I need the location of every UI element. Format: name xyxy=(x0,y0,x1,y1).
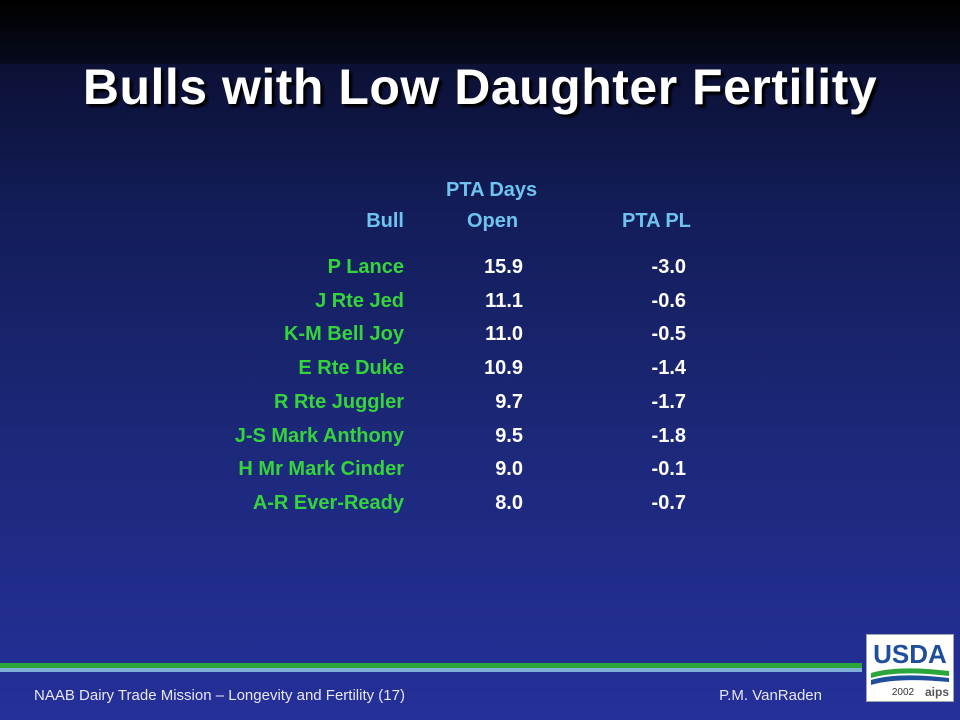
table-row: R Rte Juggler 9.7 -1.7 xyxy=(0,391,960,415)
bull-name: R Rte Juggler xyxy=(273,391,404,413)
table-row: P Lance 15.9 -3.0 xyxy=(0,256,960,280)
days-open-value: 9.7 xyxy=(495,391,523,413)
days-open-value: 11.0 xyxy=(485,323,523,345)
pta-pl-value: -1.4 xyxy=(651,357,686,379)
pta-pl-value: -1.7 xyxy=(651,391,686,413)
footer-presentation-info: NAAB Dairy Trade Mission – Longevity and… xyxy=(34,687,405,704)
table-row: J-S Mark Anthony 9.5 -1.8 xyxy=(0,425,960,449)
footer-divider-green xyxy=(0,663,862,668)
aips-mark: aips xyxy=(925,685,949,699)
header-pta-days: PTA Days xyxy=(446,179,538,201)
pta-pl-value: -0.1 xyxy=(651,458,686,480)
pta-pl-value: -3.0 xyxy=(651,256,686,278)
table-row: H Mr Mark Cinder 9.0 -0.1 xyxy=(0,458,960,482)
header-open: Open xyxy=(467,210,519,232)
bull-name: P Lance xyxy=(327,256,404,278)
footer-author: P.M. VanRaden xyxy=(719,687,822,704)
pta-pl-value: -0.7 xyxy=(651,492,686,514)
table-row: A-R Ever-Ready 8.0 -0.7 xyxy=(0,492,960,516)
days-open-value: 9.0 xyxy=(495,458,523,480)
bull-name: J-S Mark Anthony xyxy=(234,425,404,447)
table-row: E Rte Duke 10.9 -1.4 xyxy=(0,357,960,381)
header-bull: Bull xyxy=(366,210,404,232)
table-row: K-M Bell Joy 11.0 -0.5 xyxy=(0,323,960,347)
bull-name: J Rte Jed xyxy=(315,290,404,312)
days-open-value: 9.5 xyxy=(495,425,523,447)
table-row: J Rte Jed 11.1 -0.6 xyxy=(0,290,960,314)
days-open-value: 15.9 xyxy=(484,256,523,278)
pta-pl-value: -0.6 xyxy=(651,290,686,312)
top-band xyxy=(0,0,960,64)
days-open-value: 11.1 xyxy=(485,290,523,312)
bull-name: E Rte Duke xyxy=(298,357,404,379)
bull-name: K-M Bell Joy xyxy=(283,323,404,345)
bull-name: A-R Ever-Ready xyxy=(252,492,404,514)
pta-pl-value: -0.5 xyxy=(651,323,686,345)
footer-divider-blue xyxy=(0,668,862,672)
usda-logo-text: USDA xyxy=(873,639,947,669)
pta-pl-value: -1.8 xyxy=(651,425,686,447)
logo-year: 2002 xyxy=(892,687,915,698)
days-open-value: 10.9 xyxy=(484,357,523,379)
usda-logo-graphic: USDA 2002 aips xyxy=(871,639,949,699)
header-pta-pl: PTA PL xyxy=(622,210,691,232)
usda-logo: USDA 2002 aips xyxy=(866,634,954,702)
slide-title: Bulls with Low Daughter Fertility xyxy=(82,59,878,115)
bull-name: H Mr Mark Cinder xyxy=(238,458,404,480)
days-open-value: 8.0 xyxy=(495,492,523,514)
